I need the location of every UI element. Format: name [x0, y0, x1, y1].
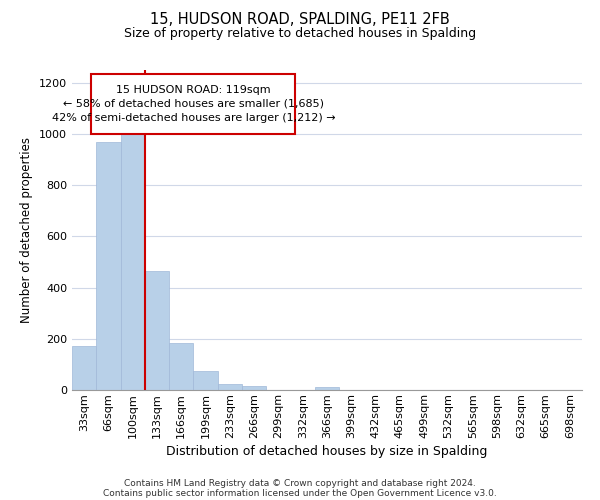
- Bar: [242, 386, 266, 390]
- Text: 15, HUDSON ROAD, SPALDING, PE11 2FB: 15, HUDSON ROAD, SPALDING, PE11 2FB: [150, 12, 450, 28]
- Bar: [121, 134, 145, 390]
- Bar: [315, 388, 339, 390]
- Bar: [218, 384, 242, 390]
- Bar: [145, 271, 169, 390]
- Text: 15 HUDSON ROAD: 119sqm
← 58% of detached houses are smaller (1,685)
42% of semi-: 15 HUDSON ROAD: 119sqm ← 58% of detached…: [52, 84, 335, 124]
- X-axis label: Distribution of detached houses by size in Spalding: Distribution of detached houses by size …: [166, 445, 488, 458]
- Bar: [193, 371, 218, 390]
- Bar: [96, 142, 121, 390]
- FancyBboxPatch shape: [91, 74, 295, 134]
- Bar: [72, 346, 96, 390]
- Text: Contains HM Land Registry data © Crown copyright and database right 2024.: Contains HM Land Registry data © Crown c…: [124, 478, 476, 488]
- Text: Contains public sector information licensed under the Open Government Licence v3: Contains public sector information licen…: [103, 488, 497, 498]
- Bar: [169, 342, 193, 390]
- Y-axis label: Number of detached properties: Number of detached properties: [20, 137, 34, 323]
- Text: Size of property relative to detached houses in Spalding: Size of property relative to detached ho…: [124, 28, 476, 40]
